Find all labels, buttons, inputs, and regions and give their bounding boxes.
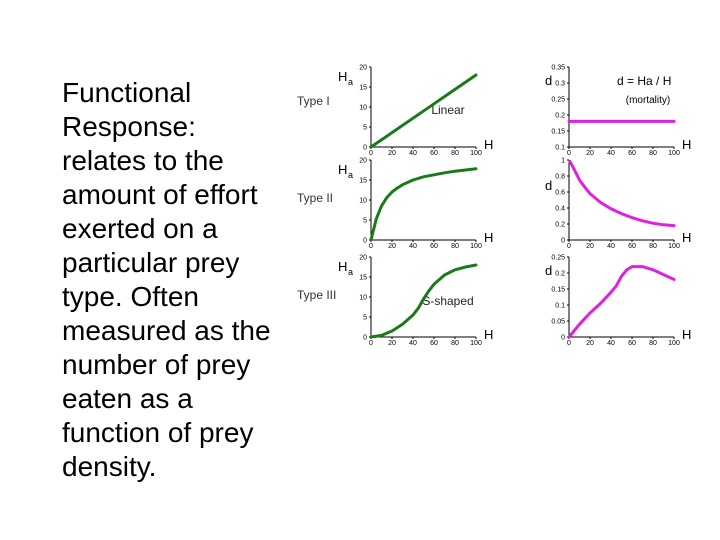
y-axis-label: H — [338, 69, 347, 84]
y-tick-label: 0.2 — [555, 222, 565, 229]
chart-subtitle: (mortality) — [626, 95, 670, 106]
x-tick-label: 100 — [668, 150, 680, 157]
series-line — [369, 73, 478, 149]
y-axis-label-subscript: a — [348, 77, 353, 87]
x-tick-label: 40 — [607, 150, 615, 157]
y-tick-label: 5 — [363, 125, 367, 132]
x-tick-label: 80 — [451, 340, 459, 347]
y-axis-label: d — [545, 263, 552, 278]
x-axis-label: H — [682, 230, 691, 245]
x-tick-label: 80 — [451, 150, 459, 157]
x-tick-label: 20 — [586, 340, 594, 347]
y-tick-label: 0.15 — [551, 129, 565, 136]
x-tick-label: 100 — [668, 340, 680, 347]
x-tick-label: 40 — [409, 340, 417, 347]
row-label: Type I — [297, 94, 330, 108]
x-tick-label: 20 — [586, 243, 594, 250]
x-axis-label: H — [484, 327, 493, 342]
series-annotation: Linear — [431, 103, 464, 117]
y-tick-label: 15 — [359, 85, 367, 92]
y-tick-label: 0.1 — [555, 145, 565, 152]
y-tick-label: 10 — [359, 295, 367, 302]
row-label: Type II — [297, 191, 333, 205]
x-tick-label: 60 — [430, 340, 438, 347]
y-tick-label: 15 — [359, 275, 367, 282]
x-tick-label: 0 — [567, 243, 571, 250]
y-tick-label: 5 — [363, 315, 367, 322]
x-tick-label: 60 — [628, 340, 636, 347]
y-tick-label: 15 — [359, 178, 367, 185]
y-axis-label: H — [338, 259, 347, 274]
x-tick-label: 40 — [607, 340, 615, 347]
y-axis-label: d — [545, 178, 552, 193]
x-tick-label: 20 — [388, 243, 396, 250]
x-tick-label: 60 — [628, 243, 636, 250]
series-line — [369, 167, 478, 242]
y-tick-label: 0 — [363, 335, 367, 342]
x-tick-label: 20 — [388, 150, 396, 157]
y-tick-label: 0.6 — [555, 190, 565, 197]
x-tick-label: 0 — [567, 150, 571, 157]
x-axis-label: H — [682, 137, 691, 152]
series-annotation: S-shaped — [422, 294, 473, 308]
y-tick-label: 0.2 — [555, 113, 565, 120]
x-tick-label: 0 — [369, 243, 373, 250]
y-tick-label: 10 — [359, 198, 367, 205]
x-tick-label: 40 — [607, 243, 615, 250]
y-tick-label: 0.3 — [555, 81, 565, 88]
row-label: Type III — [297, 288, 336, 302]
x-axis-label: H — [484, 230, 493, 245]
y-tick-label: 0.35 — [551, 65, 565, 72]
y-tick-label: 5 — [363, 218, 367, 225]
x-tick-label: 0 — [369, 150, 373, 157]
x-tick-label: 80 — [649, 150, 657, 157]
x-tick-label: 20 — [388, 340, 396, 347]
x-tick-label: 60 — [628, 150, 636, 157]
y-axis-label-subscript: a — [348, 170, 353, 180]
y-tick-label: 0.25 — [551, 97, 565, 104]
series-line — [567, 265, 676, 339]
series-line — [369, 263, 478, 339]
y-tick-label: 20 — [359, 255, 367, 262]
x-tick-label: 100 — [470, 340, 482, 347]
y-tick-label: 20 — [359, 158, 367, 165]
y-tick-label: 10 — [359, 105, 367, 112]
x-axis-label: H — [484, 137, 493, 152]
y-tick-label: 0 — [561, 335, 565, 342]
x-tick-label: 80 — [649, 340, 657, 347]
y-tick-label: 0 — [363, 238, 367, 245]
x-tick-label: 100 — [470, 243, 482, 250]
y-tick-label: 0.15 — [551, 287, 565, 294]
y-tick-label: 0.8 — [555, 174, 565, 181]
x-tick-label: 40 — [409, 243, 417, 250]
y-axis-label: H — [338, 162, 347, 177]
x-tick-label: 60 — [430, 150, 438, 157]
y-axis-label: d — [545, 73, 552, 88]
x-tick-label: 100 — [470, 150, 482, 157]
body-text: Functional Response: relates to the amou… — [62, 77, 271, 482]
chart-title: d = Ha / H — [617, 74, 671, 88]
y-tick-label: 0.05 — [551, 319, 565, 326]
y-tick-label: 0 — [561, 238, 565, 245]
y-tick-label: 20 — [359, 65, 367, 72]
y-tick-label: 1 — [561, 158, 565, 165]
x-tick-label: 80 — [649, 243, 657, 250]
y-tick-label: 0 — [363, 145, 367, 152]
y-axis-label-subscript: a — [348, 267, 353, 277]
y-tick-label: 0.1 — [555, 303, 565, 310]
x-tick-label: 0 — [369, 340, 373, 347]
series-line — [568, 160, 676, 228]
x-axis-label: H — [682, 327, 691, 342]
y-tick-label: 0.25 — [551, 255, 565, 262]
x-tick-label: 0 — [567, 340, 571, 347]
x-tick-label: 80 — [451, 243, 459, 250]
x-tick-label: 100 — [668, 243, 680, 250]
y-tick-label: 0.4 — [555, 206, 565, 213]
x-tick-label: 60 — [430, 243, 438, 250]
x-tick-label: 20 — [586, 150, 594, 157]
x-tick-label: 40 — [409, 150, 417, 157]
y-tick-label: 0.2 — [555, 271, 565, 278]
